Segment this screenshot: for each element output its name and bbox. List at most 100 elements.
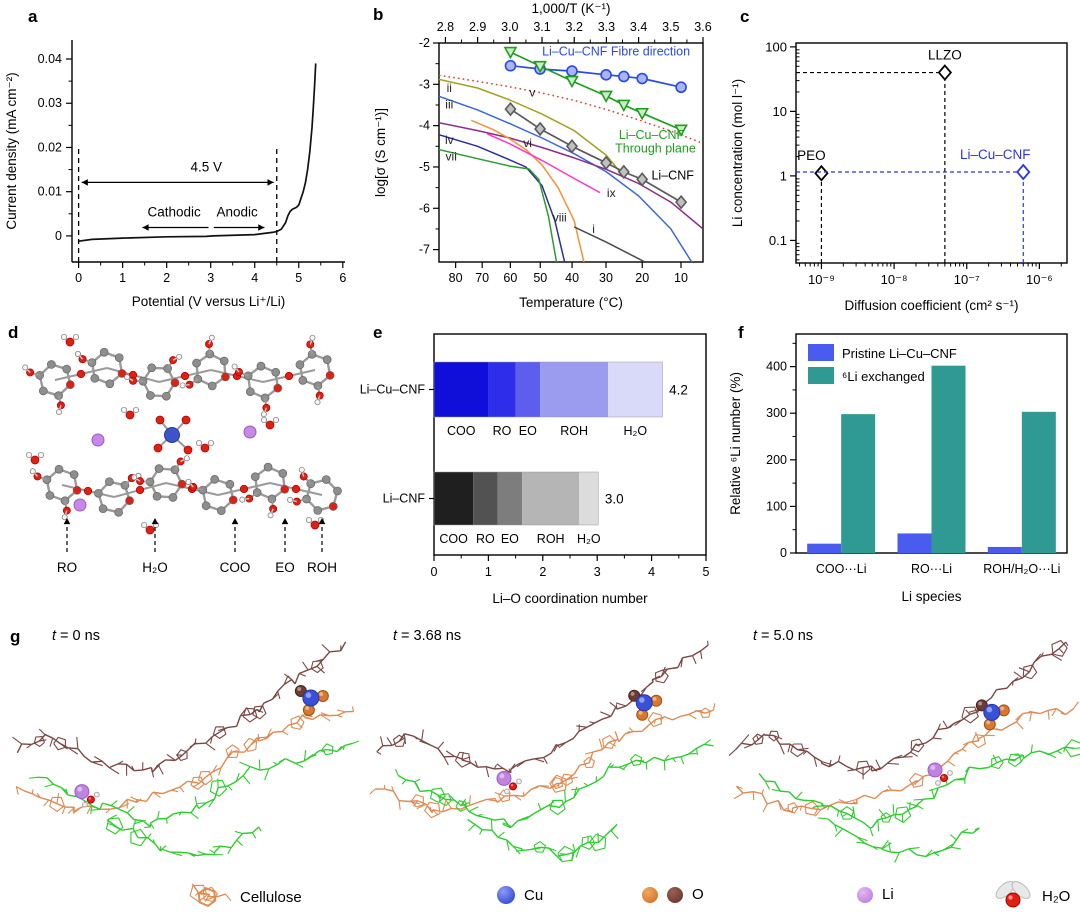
- atom: [114, 353, 124, 363]
- top-tick-label: 3.6: [694, 20, 711, 34]
- sphere-highlight: [297, 687, 302, 691]
- atom: [22, 364, 29, 371]
- bar-segment-EO: [497, 472, 523, 525]
- atom: [245, 387, 255, 397]
- segment-label: COO: [447, 424, 476, 438]
- marker-diamond: [565, 139, 579, 154]
- sphere-highlight: [930, 765, 936, 770]
- marker-circle: [617, 70, 630, 83]
- atom: [61, 514, 68, 521]
- atom: [219, 356, 229, 366]
- curve-ii: [439, 78, 620, 172]
- segment-label: RO: [493, 424, 512, 438]
- arrow-head: [63, 518, 71, 525]
- bar-segment-COO: [434, 472, 474, 525]
- atom: [153, 443, 163, 453]
- bar-total-label: 4.2: [669, 383, 688, 398]
- bar-Pristine Li–Cu–CNF: [807, 543, 842, 553]
- time-value: = 5.0 ns: [757, 628, 814, 644]
- sphere-highlight: [95, 792, 97, 795]
- cellulose-icon: [189, 883, 231, 908]
- li-atom: [243, 425, 257, 439]
- x-tick-label: 10⁻⁹: [808, 272, 835, 287]
- atom: [132, 406, 140, 414]
- marker-diamond: [504, 101, 517, 117]
- bar-segment-H₂O: [579, 472, 599, 525]
- point-label-LLZO: LLZO: [928, 48, 962, 63]
- curve-viii: [470, 119, 585, 262]
- top-tick-label: 3.1: [533, 20, 550, 34]
- top-tick-label: 3.0: [501, 20, 518, 34]
- legend-label: Cu: [524, 886, 544, 904]
- x-tick-label: 3: [207, 271, 214, 285]
- atom: [179, 382, 186, 389]
- y-tick-label: 0.03: [38, 96, 62, 110]
- top-tick-label: 3.2: [566, 20, 583, 34]
- sphere: [496, 770, 512, 786]
- atom: [72, 333, 80, 341]
- group-label-ROH: ROH: [307, 560, 337, 575]
- x-tick-label: 4: [648, 565, 655, 579]
- atom: [124, 374, 131, 381]
- range-annotation: 4.5 V: [191, 159, 223, 174]
- sphere: [302, 689, 320, 707]
- atom: [207, 381, 217, 391]
- curve-ix: [486, 133, 601, 194]
- curve-iv: [439, 133, 566, 262]
- arrow-head: [151, 518, 159, 525]
- legend-label: Li: [882, 886, 894, 903]
- atom: [74, 350, 81, 357]
- top-tick-label: 2.8: [437, 20, 454, 34]
- atom: [183, 455, 190, 462]
- bar-segment-EO: [515, 362, 541, 417]
- panel-e-label: e: [373, 323, 383, 342]
- point-LLZO: [937, 64, 953, 81]
- y-tick-label: 0.01: [38, 185, 62, 199]
- bottom-tick-label: 30: [599, 271, 613, 285]
- bottom-tick-label: 40: [565, 271, 579, 285]
- atom: [260, 416, 268, 424]
- atom: [140, 521, 148, 529]
- marker-circle: [600, 69, 612, 81]
- atom: [161, 391, 171, 401]
- y-tick-label: -7: [419, 243, 430, 257]
- x-tick-label: 3: [594, 565, 601, 579]
- y-tick-label: 300: [766, 406, 787, 420]
- panel-b-chart: 2.8 2.9 3.0 3.1 3.2 3.3 3.4 3.5 3.6 1,000/T (K⁻¹)…: [373, 1, 712, 310]
- bottom-tick-label: 10: [674, 271, 688, 285]
- bottom-tick-label: 80: [449, 271, 463, 285]
- atom: [313, 506, 323, 515]
- atom: [47, 360, 56, 369]
- bar-Pristine Li–Cu–CNF: [897, 533, 932, 553]
- curve-i: [573, 226, 646, 262]
- bar-category-label: Li–Cu–CNF: [360, 383, 426, 397]
- sphere-highlight: [305, 692, 312, 698]
- atom: [195, 439, 203, 447]
- atom: [228, 495, 238, 505]
- bar-segment-RO: [488, 362, 516, 417]
- water-o: [1005, 892, 1021, 908]
- atom: [314, 399, 321, 406]
- atom: [309, 334, 316, 341]
- atom: [302, 494, 311, 504]
- curve-label-v: v: [529, 86, 535, 100]
- atom: [201, 501, 211, 511]
- series-area: [439, 46, 703, 262]
- series-licnf: [510, 108, 682, 203]
- panel-a-label: a: [28, 7, 38, 26]
- li-atom: [73, 498, 87, 512]
- plot-frame: [438, 42, 704, 263]
- atom: [298, 466, 305, 473]
- curve-label-viii: viii: [553, 211, 567, 225]
- sphere-highlight: [319, 692, 324, 696]
- marker-triangle: [674, 124, 688, 137]
- atom: [322, 355, 332, 364]
- top-tick-label: 3.5: [662, 20, 679, 34]
- marker-triangle: [533, 60, 547, 74]
- bar-segment-H₂O: [608, 362, 663, 417]
- marker-circle: [675, 81, 687, 94]
- atom: [284, 371, 294, 381]
- series-label-through-2: Through plane: [615, 142, 696, 156]
- x-tick-label: 1: [119, 271, 126, 285]
- y-tick-label: 100: [766, 499, 787, 513]
